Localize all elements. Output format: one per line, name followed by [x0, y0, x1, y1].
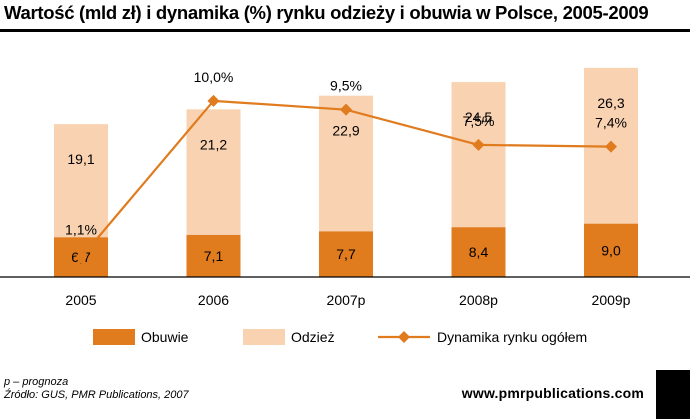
title-rule — [0, 29, 690, 32]
website-link[interactable]: www.pmrpublications.com — [461, 385, 644, 401]
bar-odziez-2007p — [319, 95, 373, 232]
dynamika-label-2009p: 7,4% — [595, 115, 627, 131]
x-tick-2005: 2005 — [65, 292, 96, 308]
label-odziez-2008p: 24,5 — [465, 109, 492, 125]
dynamika-label-2008p: 7,5% — [463, 113, 495, 129]
chart-title: Wartość (mld zł) i dynamika (%) rynku od… — [4, 2, 649, 23]
footnote-source: Źródło: GUS, PMR Publications, 2007 — [4, 389, 189, 401]
bars-group — [54, 67, 638, 277]
x-tick-labels: 2005 2006 2007p 2008p 2009p — [65, 292, 630, 308]
legend: Obuwie Odzież Dynamika rynku ogółem — [93, 329, 587, 345]
x-tick-2007p: 2007p — [327, 292, 366, 308]
label-odziez-2009p: 26,3 — [597, 95, 624, 111]
x-tick-2008p: 2008p — [459, 292, 498, 308]
bar-obuwie-2009p — [584, 223, 638, 277]
dynamika-label-2005: 1,1% — [65, 222, 97, 238]
bar-odziez-2006 — [186, 109, 241, 235]
legend-swatch-obuwie — [93, 329, 135, 345]
bar-obuwie-2007p — [319, 231, 373, 277]
publisher-logo — [656, 370, 690, 419]
x-tick-2006: 2006 — [198, 292, 229, 308]
x-tick-2009p: 2009p — [592, 292, 631, 308]
dynamika-marker-2007p — [340, 103, 352, 116]
bar-labels-group: 6,719,17,121,27,722,98,424,59,026,3 — [67, 95, 624, 265]
dynamika-marker-2009p — [605, 140, 617, 153]
legend-label-obuwie: Obuwie — [141, 329, 189, 345]
bar-odziez-2005 — [54, 124, 108, 238]
dynamika-marker-2006 — [207, 94, 220, 107]
label-odziez-2006: 21,2 — [200, 136, 227, 152]
dynamika-marker-2008p — [472, 138, 485, 151]
label-odziez-2007p: 22,9 — [332, 123, 359, 139]
dynamika-label-2006: 10,0% — [194, 69, 234, 85]
bar-obuwie-2006 — [186, 234, 241, 277]
legend-swatch-odziez — [243, 329, 285, 345]
label-obuwie-2008p: 8,4 — [469, 244, 489, 260]
label-obuwie-2009p: 9,0 — [601, 242, 621, 258]
bar-obuwie-2008p — [451, 227, 506, 277]
legend-label-dynamika: Dynamika rynku ogółem — [437, 329, 587, 345]
line-series-group: 1,1% 10,0% 9,5% 7,5% 7,4% — [65, 69, 627, 264]
label-odziez-2005: 19,1 — [67, 151, 94, 167]
bar-odziez-2008p — [451, 82, 506, 228]
footnote-prognosis: p – prognoza — [4, 376, 69, 388]
legend-marker-dynamika — [398, 331, 410, 343]
dynamika-label-2007p: 9,5% — [330, 78, 362, 94]
label-obuwie-2006: 7,1 — [204, 248, 224, 264]
dynamika-marker-2005 — [75, 251, 87, 264]
legend-label-odziez: Odzież — [291, 329, 335, 345]
label-obuwie-2007p: 7,7 — [336, 246, 356, 262]
